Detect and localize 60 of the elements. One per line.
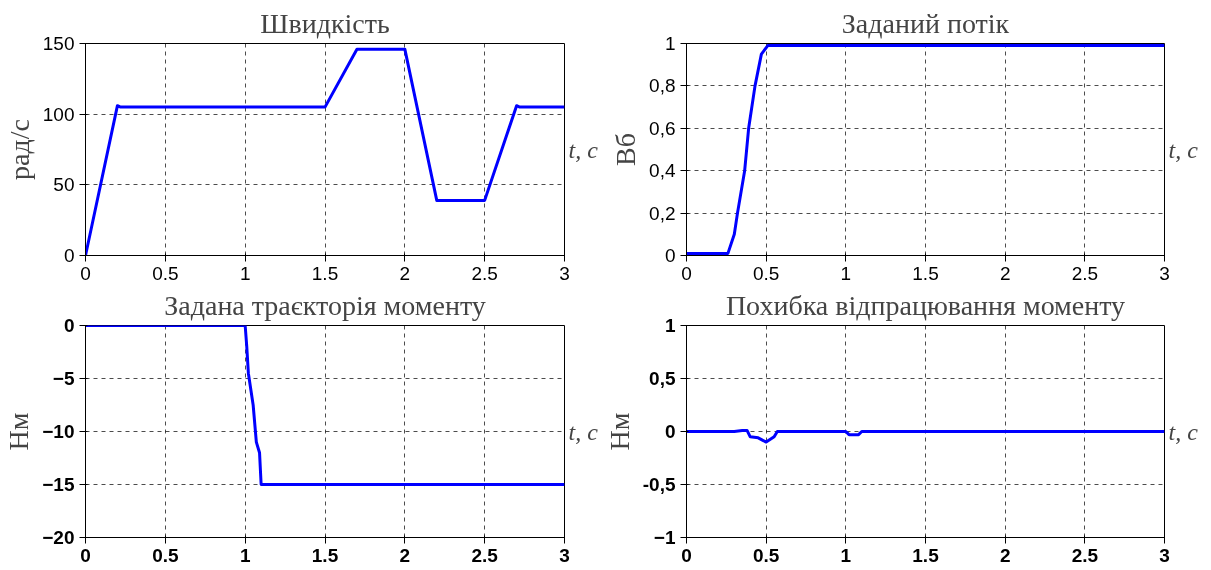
x-tick-label: 1	[239, 544, 251, 566]
x-tick-label: 3	[1159, 262, 1170, 284]
chart-title: Похибка відпрацювання моменту	[725, 289, 1126, 321]
y-tick-label: −1	[653, 527, 676, 548]
x-tick-label: 2	[399, 544, 411, 566]
x-tick-label: 0.5	[752, 262, 780, 284]
y-tick-label: −10	[42, 421, 75, 442]
y-tick-label: 0,6	[649, 117, 676, 139]
x-tick-label: 1.5	[311, 544, 339, 566]
x-tick-label: 1.5	[311, 262, 339, 284]
x-tick-label: 0	[80, 262, 91, 284]
y-tick-label: 0	[664, 421, 676, 442]
y-tick-label: 150	[42, 33, 75, 54]
x-tick-label: 1.5	[912, 262, 939, 284]
y-axis-title: Нм	[3, 412, 35, 451]
x-tick-label: 1.5	[912, 544, 940, 566]
x-axis-title: t, с	[1168, 418, 1199, 445]
x-axis-title: t, с	[1168, 136, 1199, 163]
y-tick-label: −5	[52, 368, 75, 389]
x-axis-title: t, с	[568, 418, 599, 445]
y-tick-label: -0,5	[642, 474, 676, 495]
x-tick-label: 1	[840, 262, 852, 284]
y-tick-label: 0,5	[649, 368, 676, 389]
x-tick-label: 3	[1159, 544, 1170, 566]
x-tick-label: 2	[999, 544, 1011, 566]
y-tick-label: 0,8	[649, 75, 676, 97]
y-tick-label: 100	[42, 103, 75, 125]
x-tick-label: 0.5	[752, 544, 780, 566]
x-tick-label: 1	[239, 262, 251, 284]
x-tick-label: 2.5	[1071, 544, 1099, 566]
y-tick-label: −15	[42, 474, 75, 495]
x-tick-label: 1	[840, 544, 852, 566]
y-tick-label: 0	[63, 245, 75, 266]
x-tick-label: 0	[80, 544, 91, 566]
x-axis-title: t, с	[568, 136, 599, 163]
y-tick-label: 0,2	[649, 202, 676, 224]
x-tick-label: 2.5	[1071, 262, 1099, 284]
x-tick-label: 3	[559, 544, 570, 566]
x-tick-label: 2	[399, 262, 411, 284]
x-tick-label: 0	[681, 262, 692, 284]
y-axis-title: Вб	[610, 133, 642, 166]
y-tick-label: 1	[664, 33, 676, 54]
y-tick-label: 0	[63, 315, 75, 336]
x-tick-label: 2.5	[471, 544, 499, 566]
x-tick-label: 0.5	[152, 544, 179, 566]
y-tick-label: 0	[664, 245, 676, 266]
chart-title: Швидкість	[260, 7, 390, 39]
y-tick-label: 0,4	[649, 160, 676, 182]
y-tick-label: 50	[53, 174, 75, 196]
y-tick-label: 1	[664, 315, 676, 336]
x-tick-label: 2	[999, 262, 1011, 284]
chart-title: Задана траєкторія моменту	[164, 289, 486, 321]
y-tick-label: −20	[42, 527, 75, 548]
x-tick-label: 3	[559, 262, 570, 284]
x-tick-label: 0	[681, 544, 692, 566]
x-tick-label: 2.5	[471, 262, 498, 284]
chart-title: Заданий потік	[841, 7, 1010, 39]
y-axis-title: рад/с	[3, 119, 35, 180]
y-axis-title: Нм	[603, 412, 635, 451]
x-tick-label: 0.5	[152, 262, 179, 284]
